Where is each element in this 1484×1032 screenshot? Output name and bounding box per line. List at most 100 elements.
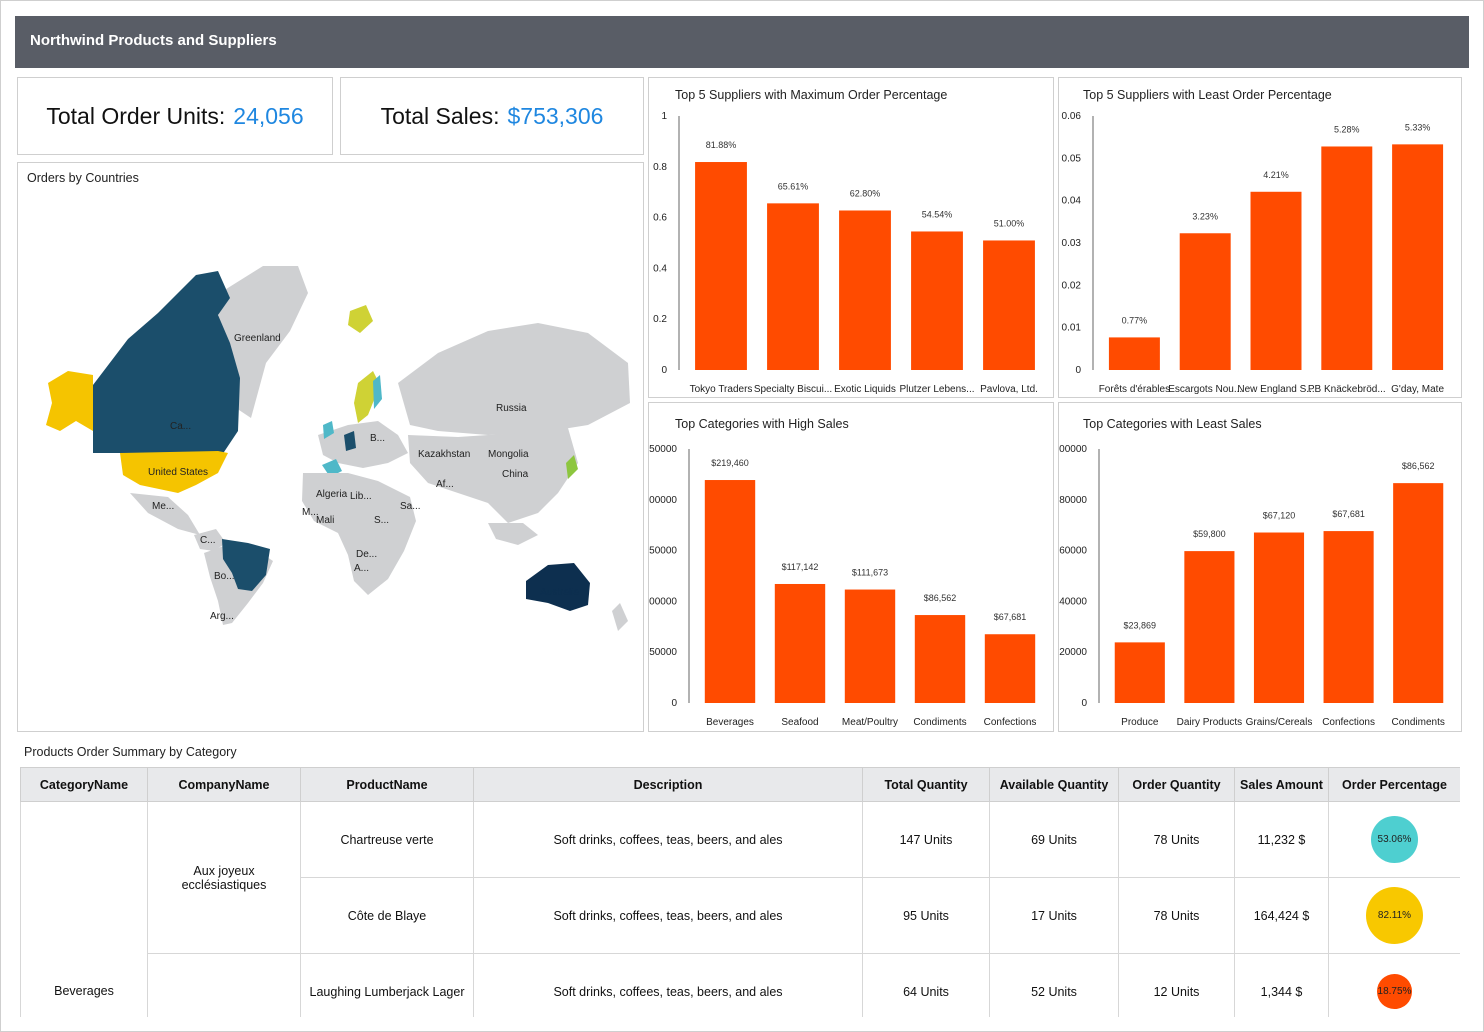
- chart-title: Top Categories with Least Sales: [1083, 417, 1262, 431]
- bar: [695, 162, 747, 370]
- map-region-new-zealand[interactable]: [612, 603, 628, 631]
- order-percentage-cell: 53.06%: [1328, 801, 1460, 878]
- order-percentage-cell: 82.11%: [1328, 877, 1460, 954]
- map-region-europe[interactable]: [318, 421, 408, 468]
- bar: [1114, 642, 1165, 703]
- x-tick-label: Beverages: [706, 717, 754, 728]
- column-header[interactable]: Available Quantity: [989, 767, 1119, 802]
- column-header[interactable]: Sales Amount: [1234, 767, 1329, 802]
- y-tick-label: 0.01: [1062, 323, 1082, 334]
- map-region-southeast-asia[interactable]: [488, 523, 538, 545]
- bar-data-label: $86,562: [924, 593, 957, 603]
- company-cell: Aux joyeux ecclésiastiques: [147, 801, 301, 954]
- description-cell: Soft drinks, coffees, teas, beers, and a…: [473, 801, 863, 878]
- map-region-asia[interactable]: [408, 428, 578, 523]
- kpi-sales-label: Total Sales:: [380, 102, 500, 129]
- bar: [1184, 551, 1235, 703]
- map-label: B...: [370, 433, 385, 444]
- chart-title: Top Categories with High Sales: [675, 417, 849, 431]
- world-map[interactable]: Greenland Russia Ca... United States Me.…: [18, 163, 645, 733]
- sales-amount-cell: 164,424 $: [1234, 877, 1329, 954]
- total-quantity-cell: 64 Units: [862, 953, 990, 1017]
- map-region-brazil[interactable]: [222, 539, 270, 591]
- column-header[interactable]: Description: [473, 767, 863, 802]
- product-cell: Chartreuse verte: [300, 801, 474, 878]
- map-region-uk[interactable]: [323, 421, 334, 439]
- y-tick-label: 0: [1075, 365, 1081, 376]
- x-tick-label: Confections: [984, 717, 1037, 728]
- column-header[interactable]: CategoryName: [20, 767, 148, 802]
- map-region-canada[interactable]: [93, 271, 240, 456]
- bar-data-label: 3.23%: [1192, 211, 1218, 221]
- x-tick-label: New England S...: [1237, 384, 1314, 395]
- bar: [767, 203, 819, 370]
- y-tick-label: 40000: [1059, 596, 1087, 607]
- map-region-colombia[interactable]: [194, 529, 226, 551]
- y-tick-label: 1: [661, 111, 667, 122]
- available-quantity-cell: 52 Units: [989, 953, 1119, 1017]
- description-cell: Soft drinks, coffees, teas, beers, and a…: [473, 953, 863, 1017]
- map-region-africa[interactable]: [302, 473, 416, 595]
- map-region-russia[interactable]: [398, 323, 630, 435]
- map-region-iceland[interactable]: [348, 305, 373, 333]
- map-label: Mali: [316, 515, 334, 526]
- summary-table-container[interactable]: CategoryName CompanyName ProductName Des…: [20, 767, 1460, 1017]
- x-tick-label: Pavlova, Ltd.: [980, 384, 1038, 395]
- bar-data-label: $67,681: [1332, 509, 1365, 519]
- map-region-alaska[interactable]: [46, 371, 93, 431]
- y-tick-label: 0.6: [653, 213, 667, 224]
- chart-panel-least-sales: Top Categories with Least Sales 0 20000 40…: [1058, 402, 1462, 732]
- bar-data-label: $67,681: [994, 612, 1027, 622]
- bar-chart-high-sales: 0 50000 100000 150000 200000 250000 $219,460 Be…: [649, 444, 1037, 728]
- x-tick-label: Condiments: [1392, 717, 1445, 728]
- total-quantity-cell: 147 Units: [862, 801, 990, 878]
- kpi-units-value: 24,056: [233, 102, 304, 129]
- map-title: Orders by Countries: [27, 171, 139, 185]
- map-region-australia[interactable]: [526, 563, 590, 611]
- map-region-united-states[interactable]: [120, 451, 228, 493]
- x-tick-label: Forêts d'érables: [1099, 384, 1170, 395]
- column-header[interactable]: CompanyName: [147, 767, 301, 802]
- y-tick-label: 50000: [649, 647, 677, 658]
- bar: [984, 634, 1036, 703]
- kpi-units-label: Total Order Units:: [46, 102, 226, 129]
- map-region-mexico[interactable]: [130, 493, 200, 535]
- column-header[interactable]: Total Quantity: [862, 767, 990, 802]
- map-region-france[interactable]: [322, 459, 342, 477]
- y-tick-label: 0.04: [1062, 196, 1082, 207]
- summary-title: Products Order Summary by Category: [24, 745, 237, 759]
- x-tick-label: PB Knäckebröd...: [1308, 384, 1386, 395]
- bar-data-label: 0.77%: [1122, 315, 1148, 325]
- order-quantity-cell: 78 Units: [1118, 801, 1235, 878]
- available-quantity-cell: 69 Units: [989, 801, 1119, 878]
- column-header[interactable]: Order Percentage: [1328, 767, 1460, 802]
- bar: [839, 210, 891, 370]
- map-label: Ca...: [170, 421, 191, 432]
- column-header[interactable]: ProductName: [300, 767, 474, 802]
- map-label: Sa...: [400, 501, 421, 512]
- map-label: Bo...: [214, 571, 235, 582]
- table-row[interactable]: Beverages Aux joyeux ecclésiastiques Cha…: [20, 801, 1460, 1017]
- bar-data-label: $86,562: [1402, 461, 1435, 471]
- chart-title: Top 5 Suppliers with Least Order Percent…: [1083, 88, 1332, 102]
- column-header[interactable]: Order Quantity: [1118, 767, 1235, 802]
- x-tick-label: Confections: [1322, 717, 1375, 728]
- y-tick-label: 0: [671, 698, 677, 709]
- table-row[interactable]: Laughing Lumberjack Lager Soft drinks, c…: [21, 953, 1460, 1017]
- map-label: United States: [148, 467, 208, 478]
- bar: [1393, 483, 1444, 703]
- y-tick-label: 0.03: [1062, 238, 1082, 249]
- map-region-japan[interactable]: [566, 455, 578, 479]
- map-label: Algeria: [316, 489, 348, 500]
- kpi-total-sales: Total Sales: $753,306: [340, 77, 644, 155]
- map-region-finland[interactable]: [373, 375, 382, 409]
- x-tick-label: Condiments: [913, 717, 966, 728]
- order-quantity-cell: 78 Units: [1118, 877, 1235, 954]
- y-tick-label: 100000: [649, 596, 677, 607]
- map-region-germany[interactable]: [344, 431, 356, 451]
- company-name: Aux joyeux ecclésiastiques: [181, 863, 267, 892]
- x-tick-label: Tokyo Traders: [690, 384, 753, 395]
- bar: [1179, 233, 1231, 370]
- x-tick-label: Meat/Poultry: [842, 717, 898, 728]
- bar-data-label: $23,869: [1124, 620, 1157, 630]
